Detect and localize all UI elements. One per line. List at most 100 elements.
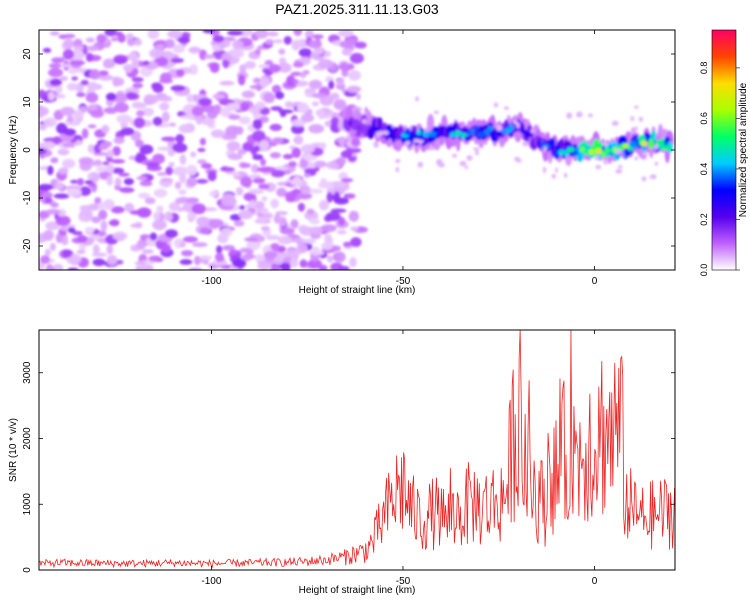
spectrogram-cell bbox=[179, 172, 187, 184]
spectrogram-cell bbox=[304, 168, 318, 174]
spectrogram-cell bbox=[611, 120, 619, 126]
spectrogram-cell bbox=[210, 129, 226, 138]
spectrogram-cell bbox=[161, 136, 176, 142]
spectrogram-cell bbox=[266, 31, 279, 37]
spectrogram-cell bbox=[232, 258, 247, 268]
spectrogram-cell bbox=[212, 44, 222, 52]
spectrogram-cell bbox=[221, 196, 237, 207]
spectrogram-cell bbox=[328, 80, 335, 90]
spectrogram-cell bbox=[180, 114, 196, 120]
colorbar-tick-label: 0.8 bbox=[699, 62, 709, 75]
spectrogram-cell bbox=[270, 242, 280, 252]
spectrogram-cell bbox=[53, 94, 66, 99]
x-tick-label: -50 bbox=[396, 276, 411, 287]
spectrogram-cell bbox=[110, 159, 126, 164]
spectrogram-cell bbox=[148, 255, 162, 262]
spectrogram-cell bbox=[81, 128, 89, 139]
spectrogram-cell bbox=[102, 199, 115, 210]
spectrogram-cell bbox=[80, 79, 89, 86]
spectrogram-cell bbox=[113, 31, 123, 37]
spectrogram-cell bbox=[493, 102, 499, 108]
spectrogram-cell bbox=[152, 83, 164, 93]
spectrogram-cell bbox=[321, 242, 333, 251]
spectrogram-cell bbox=[304, 30, 314, 40]
spectrogram-cell bbox=[149, 48, 163, 59]
spectrogram-cell bbox=[102, 60, 113, 69]
spectrogram-cell bbox=[259, 76, 270, 88]
spectrogram-cell bbox=[562, 150, 570, 156]
spectrogram-cell bbox=[147, 30, 160, 40]
spectrogram-cell bbox=[39, 106, 49, 117]
spectrogram-cell bbox=[97, 202, 106, 210]
spectrogram-cell bbox=[291, 119, 306, 127]
x-tick-label: -100 bbox=[201, 276, 221, 287]
spectrogram-cell bbox=[125, 92, 137, 100]
spectrogram-cell bbox=[300, 113, 315, 123]
spectrogram-cell bbox=[515, 159, 522, 163]
spectrogram-cell bbox=[307, 258, 322, 269]
spectrogram-cell bbox=[240, 176, 253, 188]
spectrogram-cell bbox=[120, 127, 135, 136]
spectrogram-cell bbox=[649, 174, 657, 180]
spectrogram-cell bbox=[338, 30, 354, 38]
spectrogram-cell bbox=[101, 140, 113, 148]
spectrogram-cell bbox=[415, 96, 419, 102]
spectrogram-cell bbox=[100, 220, 108, 232]
spectrogram-cell bbox=[587, 113, 594, 118]
spectrogram-cell bbox=[290, 71, 303, 77]
spectrogram-cell bbox=[211, 259, 228, 266]
spectrogram-cell bbox=[337, 216, 346, 226]
spectrogram-cell bbox=[44, 248, 51, 257]
spectrogram-cell bbox=[318, 199, 329, 211]
spectrogram-cell bbox=[130, 223, 143, 228]
spectrogram-cell bbox=[349, 52, 364, 64]
spectrogram-cell bbox=[226, 141, 241, 151]
spectrogram-cell bbox=[278, 62, 292, 73]
spectrogram-cell bbox=[198, 97, 212, 106]
spectrogram-cell bbox=[273, 257, 284, 266]
spectrogram-cell bbox=[76, 178, 85, 186]
spectrogram-cell bbox=[341, 48, 353, 56]
spectrogram-cell bbox=[179, 259, 193, 265]
spectrogram-cell bbox=[62, 158, 76, 169]
spectrogram-cell bbox=[73, 109, 84, 120]
spectrogram-cell bbox=[336, 156, 347, 166]
spectrogram-cell bbox=[199, 49, 207, 61]
spectrogram-cell bbox=[113, 57, 127, 65]
spectrogram-cell bbox=[88, 183, 97, 188]
spectrogram-cell bbox=[45, 208, 61, 215]
spectrogram-cell bbox=[464, 135, 471, 141]
spectrogram-cell bbox=[329, 92, 340, 100]
spectrogram-cell bbox=[197, 147, 206, 153]
spectrogram-cell bbox=[252, 118, 263, 130]
spectrogram-cell bbox=[159, 72, 172, 83]
spectrogram-cell bbox=[654, 161, 659, 166]
spectrogram-cell bbox=[106, 175, 113, 186]
spectrogram-cell bbox=[87, 104, 98, 111]
spectrogram-cell bbox=[317, 109, 325, 120]
spectrogram-cell bbox=[176, 198, 188, 204]
spectrogram-cell bbox=[212, 93, 226, 99]
spectrogram-cell bbox=[104, 30, 118, 37]
spectrogram-cell bbox=[313, 47, 325, 55]
spectrogram-cell bbox=[212, 104, 222, 115]
spectrogram-cell bbox=[376, 131, 380, 138]
spectrogram-cell bbox=[655, 140, 662, 146]
spectrogram-cell bbox=[87, 81, 99, 91]
spectrogram-cell bbox=[324, 233, 333, 244]
spectrogram-cell bbox=[188, 267, 203, 270]
spectrogram-cell bbox=[124, 202, 135, 213]
snr-x-label: Height of straight line (km) bbox=[299, 585, 416, 596]
spectrogram-cell bbox=[269, 123, 282, 132]
spectrogram-cell bbox=[50, 202, 60, 208]
spectrogram-cell bbox=[179, 241, 186, 248]
spectrogram-cell bbox=[253, 145, 261, 152]
spectrogram-cell bbox=[222, 245, 236, 251]
spectrogram-cell bbox=[47, 165, 54, 176]
spectrogram-cell bbox=[301, 238, 317, 244]
spectrogram-cell bbox=[438, 162, 445, 168]
spectrogram-cell bbox=[642, 150, 648, 156]
spectrogram-cell bbox=[303, 173, 311, 178]
spectrogram-cell bbox=[137, 192, 151, 199]
spectrogram-cell bbox=[167, 30, 183, 39]
